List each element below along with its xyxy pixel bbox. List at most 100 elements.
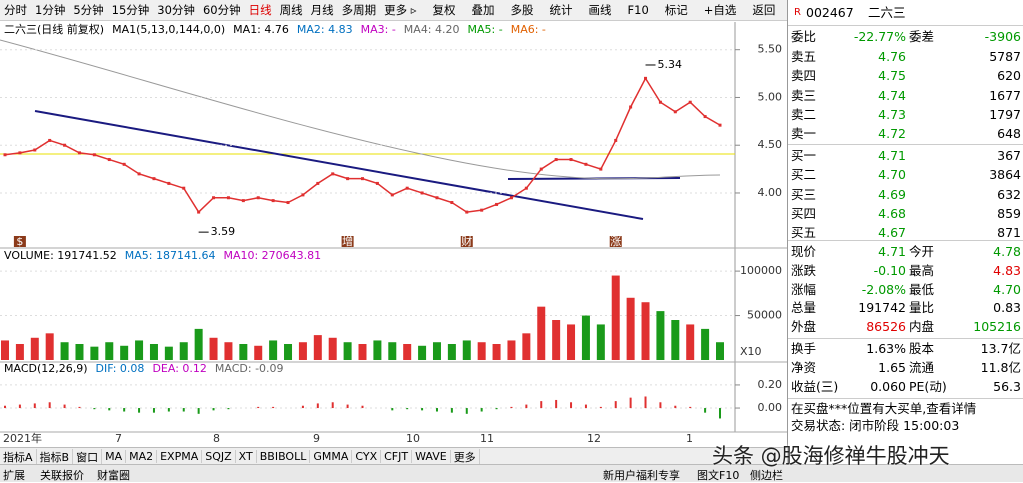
macd-bar (331, 402, 334, 409)
price-point (435, 196, 439, 200)
status-button[interactable]: 扩展 (3, 469, 25, 482)
period-button[interactable]: 5分钟 (73, 3, 104, 17)
price-point (405, 186, 409, 190)
volume-bar (254, 345, 263, 360)
quote-text: 4.76 (878, 49, 906, 64)
volume-bar (194, 328, 203, 360)
quote-text: 净资 (791, 360, 817, 375)
macd-bar (152, 408, 155, 413)
period-button[interactable]: 多周期 (341, 3, 377, 17)
period-button[interactable]: 月线 (310, 3, 334, 17)
volume-bar (30, 337, 39, 360)
event-marker-label: 财 (461, 234, 472, 248)
watermark: 头条 @股海修禅牛股冲天 (712, 444, 950, 468)
period-button[interactable]: 1分钟 (35, 3, 66, 17)
price-point (167, 181, 171, 185)
period-button[interactable]: 60分钟 (202, 3, 241, 17)
stat-row: 涨跌 -0.10 最高 4.83 (788, 261, 1023, 280)
order-row: 买五 4.67 871 (788, 223, 1023, 242)
status-button[interactable]: 关联报价 (40, 469, 84, 482)
price-point (361, 177, 364, 181)
macd-bar (257, 406, 260, 409)
month-label: 7 (115, 432, 122, 445)
quote-text: 卖四 (791, 68, 817, 84)
macd-bar (361, 405, 364, 409)
indicator-tab[interactable]: 指标A (0, 448, 37, 465)
indicator-tab[interactable]: EXPMA (157, 450, 203, 463)
ratio-row: 委比 -22.77% 委差 -3906 (788, 27, 1023, 46)
indicator-tab[interactable]: MA2 (126, 450, 158, 463)
tool-button[interactable]: 复权 (432, 3, 456, 17)
period-button[interactable]: 30分钟 (157, 3, 195, 17)
indicator-label: MACD: -0.09 (215, 362, 284, 375)
indicator-label: 二六三(日线 前复权) (4, 22, 104, 36)
quote-text: 4.71 (878, 148, 906, 163)
indicator-tab[interactable]: CFJT (381, 450, 413, 463)
ma-line (0, 39, 721, 180)
volume-bar (120, 345, 129, 360)
status-button[interactable]: 新用户福利专享 (603, 469, 680, 482)
price-point (644, 76, 648, 80)
quote-text: 流通 (909, 360, 935, 375)
period-button[interactable]: 更多 ▹ (384, 3, 417, 17)
status-button[interactable]: 图文F10 (697, 469, 740, 482)
macd-tick-label: 0.20 (758, 378, 783, 391)
status-button[interactable]: 侧边栏 (750, 469, 783, 482)
period-button[interactable]: 分时 (4, 3, 27, 17)
indicator-tab[interactable]: WAVE (412, 450, 451, 463)
volume-bar (701, 328, 710, 360)
indicator-tab[interactable]: 窗口 (73, 448, 103, 465)
status-button[interactable]: 财富圈 (97, 469, 130, 482)
quote-text: 4.72 (878, 126, 906, 142)
quote-text: 4.75 (878, 68, 906, 84)
indicator-tab[interactable]: SQJZ (202, 450, 236, 463)
order-row: 买一 4.71 367 (788, 146, 1023, 165)
price-point (241, 199, 245, 203)
price-point (256, 196, 260, 200)
tool-button[interactable]: F10 (627, 3, 649, 17)
indicator-tab[interactable]: 指标B (37, 448, 74, 465)
volume-bar (298, 342, 307, 360)
event-marker (460, 236, 473, 247)
quote-text: 委比 (791, 29, 817, 44)
volume-tick-label: 50000 (747, 309, 782, 322)
order-row: 卖三 4.74 1677 (788, 86, 1023, 105)
period-button[interactable]: 周线 (279, 3, 303, 17)
price-point (212, 196, 216, 200)
indicator-label: DIF: 0.08 (96, 362, 145, 375)
quote-text: 191742 (858, 300, 906, 316)
price-point (182, 186, 186, 190)
volume-bar (626, 297, 635, 360)
month-label: 8 (213, 432, 220, 445)
tool-button[interactable]: 统计 (549, 3, 573, 17)
tool-button[interactable]: 叠加 (471, 3, 495, 17)
stat-row: 换手 1.63% 股本 13.7亿 (788, 339, 1023, 358)
price-point (599, 167, 603, 171)
quote-text: R (794, 7, 801, 18)
tool-button[interactable]: 多股 (510, 3, 534, 17)
price-point (122, 162, 126, 166)
volume-bar (477, 342, 486, 360)
volume-bar (149, 344, 158, 360)
volume-bar (388, 342, 397, 360)
indicator-tab[interactable]: 更多 (451, 448, 480, 465)
tool-button[interactable]: 画线 (588, 3, 612, 17)
indicator-tab[interactable]: CYX (352, 450, 382, 463)
indicator-tab[interactable]: GMMA (310, 450, 353, 463)
indicator-tab[interactable]: MA (102, 450, 127, 463)
tool-button[interactable]: 返回 (752, 3, 776, 17)
macd-bar (450, 408, 453, 413)
period-button[interactable]: 15分钟 (111, 3, 150, 17)
volume-bar (418, 345, 427, 360)
price-point (226, 196, 230, 200)
unit-label: X10 (740, 345, 762, 358)
period-button[interactable]: 日线 (248, 3, 272, 17)
price-point (18, 151, 22, 155)
indicator-tab[interactable]: BBIBOLL (257, 450, 311, 463)
quote-text: 4.68 (878, 205, 906, 221)
stat-row: 总量 191742 量比 0.83 (788, 298, 1023, 317)
tool-button[interactable]: +自选 (703, 3, 737, 17)
order-row: 买四 4.68 859 (788, 204, 1023, 223)
indicator-tab[interactable]: XT (236, 450, 257, 463)
tool-button[interactable]: 标记 (664, 3, 688, 17)
